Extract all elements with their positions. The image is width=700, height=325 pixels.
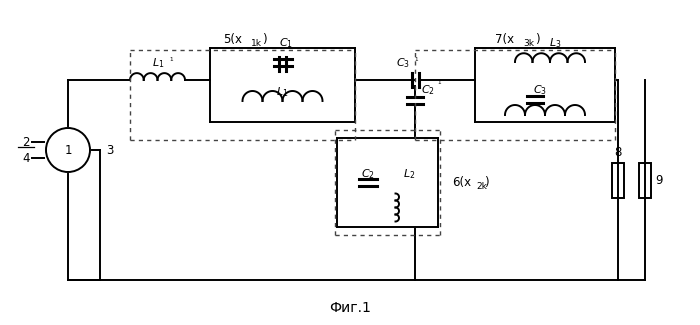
Text: 9: 9 bbox=[655, 174, 663, 187]
Text: $L_1$: $L_1$ bbox=[152, 56, 164, 70]
Text: 1: 1 bbox=[64, 144, 71, 157]
Text: 2: 2 bbox=[22, 136, 29, 149]
Text: $C_1$: $C_1$ bbox=[279, 36, 293, 50]
Text: 6(x: 6(x bbox=[452, 176, 471, 189]
Text: 3: 3 bbox=[106, 144, 113, 157]
Text: $C_3$: $C_3$ bbox=[396, 56, 410, 70]
Text: $C_2$: $C_2$ bbox=[360, 168, 374, 181]
Text: ): ) bbox=[262, 33, 267, 46]
Bar bbox=[639, 162, 651, 198]
Text: $C_2$: $C_2$ bbox=[421, 83, 435, 97]
Text: 1k: 1k bbox=[251, 38, 262, 47]
Text: 4: 4 bbox=[22, 151, 29, 164]
Text: 7(x: 7(x bbox=[496, 33, 514, 46]
Bar bbox=[612, 162, 624, 198]
Text: Фиг.1: Фиг.1 bbox=[329, 301, 371, 315]
Text: $L_2$: $L_2$ bbox=[403, 168, 416, 181]
Text: $^1$: $^1$ bbox=[414, 56, 419, 65]
Text: 3k: 3k bbox=[524, 38, 535, 47]
Text: ): ) bbox=[535, 33, 539, 46]
Text: $L_3$: $L_3$ bbox=[549, 36, 561, 50]
Text: 2k: 2k bbox=[476, 182, 487, 191]
Text: 8: 8 bbox=[615, 146, 622, 159]
Text: $C_3$: $C_3$ bbox=[533, 83, 547, 97]
Text: 5(x: 5(x bbox=[223, 33, 242, 46]
Text: $L_1$: $L_1$ bbox=[276, 85, 288, 99]
Text: ): ) bbox=[484, 176, 489, 189]
Text: $^1$: $^1$ bbox=[437, 80, 442, 88]
Text: $^1$: $^1$ bbox=[169, 56, 174, 65]
